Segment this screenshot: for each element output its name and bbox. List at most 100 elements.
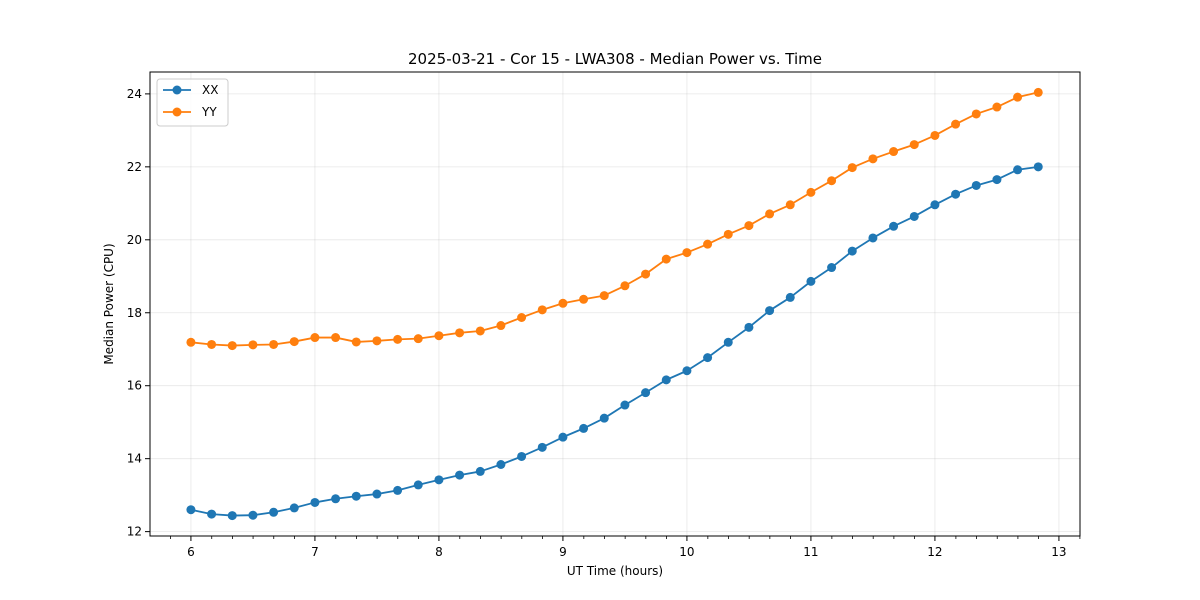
data-point bbox=[868, 154, 878, 164]
data-point bbox=[930, 130, 940, 140]
data-point bbox=[1013, 92, 1023, 102]
data-point bbox=[517, 451, 527, 461]
data-point bbox=[289, 337, 299, 347]
data-point bbox=[599, 413, 609, 423]
data-point bbox=[558, 432, 568, 442]
data-point bbox=[827, 263, 837, 273]
data-point bbox=[951, 119, 961, 129]
data-point bbox=[909, 211, 919, 221]
data-point bbox=[227, 341, 237, 351]
data-point bbox=[475, 326, 485, 336]
data-point bbox=[269, 507, 279, 517]
data-point bbox=[434, 475, 444, 485]
data-point bbox=[579, 294, 589, 304]
series-layer bbox=[186, 87, 1043, 521]
data-point bbox=[455, 328, 465, 338]
data-point bbox=[661, 375, 671, 385]
x-tick-label: 7 bbox=[311, 545, 319, 559]
data-point bbox=[930, 200, 940, 210]
series-yy bbox=[186, 87, 1043, 351]
data-point bbox=[682, 366, 692, 376]
data-point bbox=[744, 322, 754, 332]
x-tick-label: 9 bbox=[559, 545, 567, 559]
data-point bbox=[434, 331, 444, 341]
data-point bbox=[351, 491, 361, 501]
data-point bbox=[641, 388, 651, 398]
y-axis: 12 14 16 18 20 22 24 bbox=[127, 87, 150, 539]
data-point bbox=[558, 298, 568, 308]
data-point bbox=[1013, 165, 1023, 175]
data-point bbox=[207, 339, 217, 349]
data-point bbox=[847, 246, 857, 256]
legend-label-yy: YY bbox=[201, 105, 217, 119]
data-point bbox=[971, 109, 981, 119]
data-point bbox=[413, 334, 423, 344]
data-point bbox=[351, 337, 361, 347]
data-point bbox=[785, 200, 795, 210]
data-point bbox=[496, 321, 506, 331]
data-point bbox=[331, 333, 341, 343]
y-axis-label: Median Power (CPU) bbox=[102, 243, 116, 364]
y-tick-label: 14 bbox=[127, 452, 142, 466]
data-point bbox=[889, 147, 899, 157]
y-tick-label: 24 bbox=[127, 87, 142, 101]
data-point bbox=[992, 175, 1002, 185]
data-point bbox=[641, 269, 651, 279]
data-point bbox=[971, 180, 981, 190]
data-point bbox=[186, 337, 196, 347]
data-point bbox=[620, 400, 630, 410]
data-point bbox=[1033, 87, 1043, 97]
y-tick-label: 16 bbox=[127, 379, 142, 393]
data-point bbox=[599, 291, 609, 301]
series-xx bbox=[186, 162, 1043, 521]
data-point bbox=[785, 292, 795, 302]
data-point bbox=[289, 503, 299, 513]
data-point bbox=[765, 209, 775, 219]
data-point bbox=[909, 140, 919, 150]
data-point bbox=[723, 337, 733, 347]
data-point bbox=[475, 466, 485, 476]
data-point bbox=[703, 353, 713, 363]
data-point bbox=[889, 221, 899, 231]
data-point bbox=[992, 102, 1002, 112]
data-point bbox=[227, 511, 237, 521]
y-tick-label: 22 bbox=[127, 160, 142, 174]
x-tick-label: 6 bbox=[187, 545, 195, 559]
legend: XX YY bbox=[156, 78, 229, 127]
data-point bbox=[248, 340, 258, 350]
data-point bbox=[537, 442, 547, 452]
x-axis: 6 7 8 9 10 11 12 13 bbox=[169, 536, 1081, 559]
data-point bbox=[723, 229, 733, 239]
data-point bbox=[579, 423, 589, 433]
data-point bbox=[310, 333, 320, 343]
data-point bbox=[372, 336, 382, 346]
data-point bbox=[207, 509, 217, 519]
data-point bbox=[806, 187, 816, 197]
x-tick-label: 11 bbox=[803, 545, 818, 559]
data-point bbox=[331, 494, 341, 504]
x-tick-label: 10 bbox=[679, 545, 694, 559]
data-point bbox=[455, 470, 465, 480]
data-point bbox=[517, 313, 527, 322]
data-point bbox=[393, 334, 403, 344]
data-point bbox=[537, 305, 547, 315]
data-point bbox=[744, 221, 754, 231]
legend-marker-xx bbox=[172, 85, 182, 95]
data-point bbox=[868, 233, 878, 243]
data-point bbox=[765, 306, 775, 316]
y-tick-label: 12 bbox=[127, 525, 142, 539]
legend-label-xx: XX bbox=[202, 83, 218, 97]
data-point bbox=[393, 485, 403, 495]
data-point bbox=[310, 497, 320, 507]
data-point bbox=[1033, 162, 1043, 172]
data-point bbox=[682, 248, 692, 258]
data-point bbox=[661, 254, 671, 264]
x-axis-label: UT Time (hours) bbox=[567, 564, 663, 578]
data-point bbox=[413, 480, 423, 490]
x-tick-label: 8 bbox=[435, 545, 443, 559]
data-point bbox=[703, 239, 713, 249]
y-tick-label: 18 bbox=[127, 306, 142, 320]
data-point bbox=[827, 176, 837, 186]
